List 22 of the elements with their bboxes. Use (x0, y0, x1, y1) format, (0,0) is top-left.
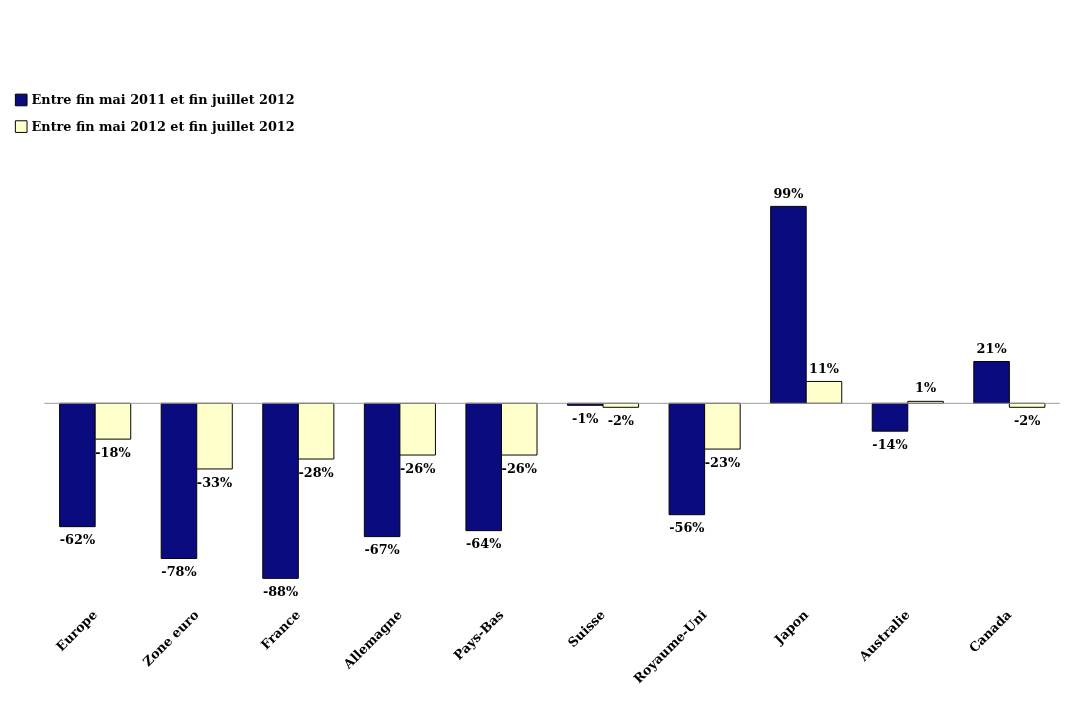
data-label: -1% (572, 411, 599, 427)
data-label: -26% (501, 460, 537, 476)
data-label: -78% (161, 564, 197, 580)
legend-label: Entre fin mai 2011 et fin juillet 2012 (31, 91, 295, 107)
data-label: -56% (669, 520, 705, 536)
data-label: 1% (915, 380, 937, 396)
data-label: -67% (364, 542, 400, 558)
data-label: -14% (872, 436, 908, 452)
data-label: -2% (607, 413, 635, 429)
data-label: 11% (808, 360, 839, 376)
data-label: -18% (95, 444, 131, 460)
data-label: -64% (466, 536, 502, 552)
data-label: -33% (196, 474, 233, 490)
data-label: -23% (704, 454, 741, 470)
data-label: -88% (262, 584, 299, 600)
data-label: -28% (298, 464, 334, 480)
legend-label: Entre fin mai 2012 et fin juillet 2012 (31, 118, 295, 134)
data-label: 99% (773, 185, 804, 201)
data-label: 21% (976, 340, 1007, 356)
data-label: -26% (400, 460, 436, 476)
data-label: -2% (1013, 413, 1041, 429)
data-label: -62% (59, 532, 96, 548)
